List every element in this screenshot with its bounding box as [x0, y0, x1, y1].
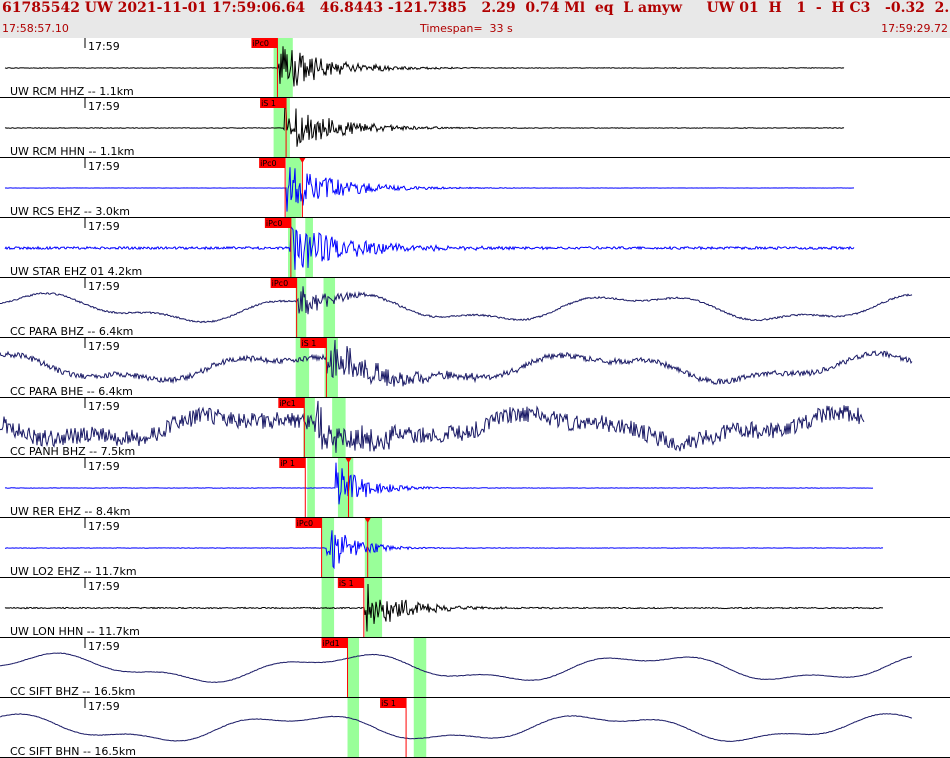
- event-summary: 61785542 UW 2021-11-01 17:59:06.64 46.84…: [2, 0, 950, 16]
- pick-label: iP 1: [280, 459, 295, 468]
- pick-flag[interactable]: [270, 278, 297, 288]
- pick-label: iPc0: [297, 519, 314, 528]
- channel-row[interactable]: 17:59 iP 1 UW RER EHZ -- 8.4km: [0, 458, 950, 518]
- minute-tick-label: 17:59: [88, 460, 120, 473]
- pick-window: [413, 698, 427, 758]
- waveform-trace: [0, 652, 913, 684]
- waveform-trace: [0, 713, 913, 743]
- minute-tick-label: 17:59: [88, 40, 120, 53]
- channel-row[interactable]: 17:59 iS 1 UW RCM HHN -- 1.1km: [0, 98, 950, 158]
- waveform-trace: [4, 225, 855, 270]
- minute-tick-label: 17:59: [88, 580, 120, 593]
- waveform-trace: [4, 46, 845, 87]
- channel-row[interactable]: 17:59 iPc0 UW LO2 EHZ -- 11.7km: [0, 518, 950, 578]
- seismogram-panel[interactable]: 17:59 iPc0 UW RCM HHZ -- 1.1km 17:59 iS 1 UW …: [0, 38, 950, 758]
- pick-marker[interactable]: [345, 458, 352, 463]
- pick-label: iS 1: [261, 99, 276, 108]
- waveform-trace: [4, 167, 855, 212]
- pick-label: iPd1: [323, 639, 340, 648]
- pick-flag[interactable]: [321, 638, 348, 648]
- minute-tick-label: 17:59: [88, 220, 120, 233]
- pick-window: [347, 698, 360, 758]
- channel-label: CC SIFT BHZ -- 16.5km: [10, 685, 135, 698]
- header-bar: 61785542 UW 2021-11-01 17:59:06.64 46.84…: [0, 0, 950, 38]
- waveform-trace: [0, 339, 913, 387]
- channel-row[interactable]: 17:59 iS 1 CC PARA BHE -- 6.4km: [0, 338, 950, 398]
- pick-flag[interactable]: [279, 458, 306, 468]
- pick-flag[interactable]: [278, 398, 305, 408]
- pick-window: [273, 38, 293, 98]
- pick-label: iPc1: [279, 399, 296, 408]
- pick-label: iS 1: [381, 699, 396, 708]
- channel-row[interactable]: 17:59 iS 1 CC SIFT BHN -- 16.5km: [0, 698, 950, 758]
- minute-tick-label: 17:59: [88, 100, 120, 113]
- end-time: 17:59:29.72: [881, 22, 948, 35]
- channel-label: UW RER EHZ -- 8.4km: [10, 505, 130, 518]
- pick-label: iPc0: [266, 219, 283, 228]
- channel-row[interactable]: 17:59 iPc0 UW STAR EHZ 01 4.2km: [0, 218, 950, 278]
- pick-marker[interactable]: [364, 518, 371, 523]
- pick-flag[interactable]: [251, 38, 278, 48]
- minute-tick-label: 17:59: [88, 640, 120, 653]
- pick-flag[interactable]: [337, 578, 364, 588]
- waveform-trace: [4, 103, 845, 147]
- pick-flag[interactable]: [260, 98, 287, 108]
- channel-label: UW RCS EHZ -- 3.0km: [10, 205, 130, 218]
- pick-label: iS 1: [301, 339, 316, 348]
- channel-label: CC PANH BHZ -- 7.5km: [10, 445, 135, 458]
- pick-window: [323, 278, 336, 338]
- minute-tick-label: 17:59: [88, 700, 120, 713]
- pick-window: [295, 278, 307, 338]
- pick-window: [288, 218, 296, 278]
- pick-window: [347, 638, 360, 698]
- start-time: 17:58:57.10: [2, 22, 69, 35]
- channel-row[interactable]: 17:59 iPd1 CC SIFT BHZ -- 16.5km: [0, 638, 950, 698]
- pick-label: iPc0: [272, 279, 289, 288]
- channel-label: UW STAR EHZ 01 4.2km: [10, 265, 142, 278]
- waveform-trace: [0, 286, 913, 324]
- pick-label: iS 1: [339, 579, 354, 588]
- timespan-label: Timespan= 33 s: [420, 22, 513, 35]
- waveform-trace: [5, 530, 884, 570]
- pick-flag[interactable]: [300, 338, 327, 348]
- channel-label: CC PARA BHE -- 6.4km: [10, 385, 133, 398]
- pick-flag[interactable]: [264, 218, 291, 228]
- pick-flag[interactable]: [259, 158, 286, 168]
- channel-row[interactable]: 17:59 iS 1 UW LON HHN -- 11.7km: [0, 578, 950, 638]
- waveform-trace: [4, 462, 874, 505]
- channel-row[interactable]: 17:59 iPc1 CC PANH BHZ -- 7.5km: [0, 398, 950, 458]
- channel-label: UW LON HHN -- 11.7km: [10, 625, 140, 638]
- pick-window: [321, 518, 335, 578]
- channel-label: UW LO2 EHZ -- 11.7km: [10, 565, 137, 578]
- minute-tick-label: 17:59: [88, 400, 120, 413]
- pick-flag[interactable]: [380, 698, 407, 708]
- pick-label: iPc0: [252, 39, 269, 48]
- pick-flag[interactable]: [295, 518, 322, 528]
- channel-row[interactable]: 17:59 iPc0 UW RCS EHZ -- 3.0km: [0, 158, 950, 218]
- channel-label: UW RCM HHZ -- 1.1km: [10, 85, 134, 98]
- pick-window: [413, 638, 427, 698]
- pick-marker[interactable]: [299, 158, 306, 163]
- minute-tick-label: 17:59: [88, 160, 120, 173]
- minute-tick-label: 17:59: [88, 280, 120, 293]
- pick-window: [295, 338, 310, 398]
- pick-label: iPc0: [260, 159, 277, 168]
- waveform-trace: [4, 583, 883, 632]
- channel-label: UW RCM HHN -- 1.1km: [10, 145, 134, 158]
- channel-row[interactable]: 17:59 iPc0 CC PARA BHZ -- 6.4km: [0, 278, 950, 338]
- minute-tick-label: 17:59: [88, 340, 120, 353]
- minute-tick-label: 17:59: [88, 520, 120, 533]
- waveform-trace: [0, 400, 865, 453]
- channel-label: CC SIFT BHN -- 16.5km: [10, 745, 136, 758]
- channel-label: CC PARA BHZ -- 6.4km: [10, 325, 133, 338]
- channel-row[interactable]: 17:59 iPc0 UW RCM HHZ -- 1.1km: [0, 38, 950, 98]
- pick-window: [303, 398, 315, 458]
